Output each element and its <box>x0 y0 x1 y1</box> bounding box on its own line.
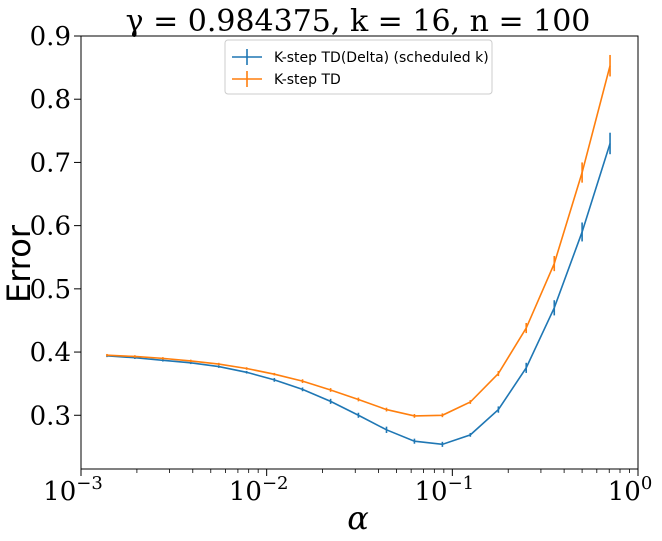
y-tick-label-1: 0.4 <box>30 338 71 368</box>
y-tick-label-2: 0.5 <box>30 275 71 305</box>
x-minor-ticks <box>136 469 630 473</box>
y-axis-ticks: 0.3 0.4 0.5 0.6 0.7 0.8 0.9 <box>30 22 81 431</box>
x-tick-label-3: 100 <box>608 473 653 507</box>
legend-box <box>224 39 493 95</box>
series-line-1 <box>106 65 611 417</box>
series-layer <box>106 54 611 447</box>
y-tick-label-6: 0.9 <box>30 22 71 52</box>
plot-area <box>80 35 639 470</box>
x-tick-label-2: 10−1 <box>415 473 475 507</box>
y-tick-label-0: 0.3 <box>30 401 71 431</box>
legend: K-step TD(Delta) (scheduled k) K-step TD <box>224 39 493 95</box>
y-tick-label-4: 0.7 <box>30 148 71 178</box>
x-tick-label-1: 10−2 <box>229 473 289 507</box>
x-tick-label-0: 10−3 <box>43 473 103 507</box>
series-0 <box>106 132 611 447</box>
legend-label-1: K-step TD <box>274 72 341 88</box>
legend-entry-0: K-step TD(Delta) (scheduled k) <box>232 49 489 66</box>
series-1 <box>106 54 611 418</box>
y-tick-label-3: 0.6 <box>30 212 71 242</box>
y-tick-label-5: 0.8 <box>30 85 71 115</box>
legend-entry-1: K-step TD <box>232 71 341 88</box>
legend-label-0: K-step TD(Delta) (scheduled k) <box>274 50 489 66</box>
chart-title: γ = 0.984375, k = 16, n = 100 <box>126 4 591 39</box>
plot-frame <box>80 35 639 470</box>
x-axis-label: α <box>347 499 369 537</box>
y-axis-label: Error <box>0 224 38 303</box>
x-axis-ticks: 10−3 10−2 10−1 100 <box>43 469 652 507</box>
